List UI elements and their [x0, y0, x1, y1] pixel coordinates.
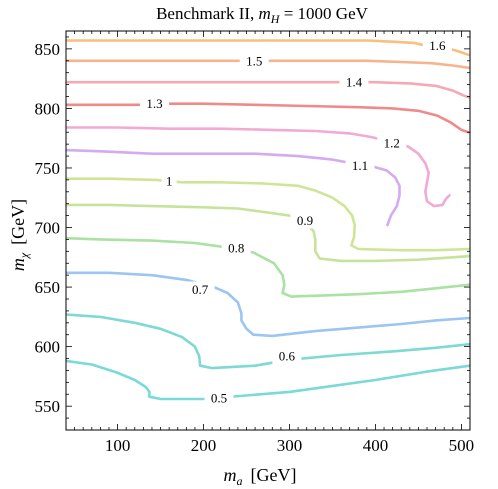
contour-line-1-4 — [66, 80, 470, 99]
contour-label-1-4: 1.4 — [346, 75, 363, 90]
contour-line-0-5 — [66, 359, 470, 401]
contour-line-1-5 — [66, 59, 470, 70]
x-tick-label: 300 — [277, 436, 303, 455]
x-axis-unit: [GeV] — [251, 465, 297, 485]
contour-line-0-7 — [66, 271, 470, 338]
x-axis-sub: a — [237, 474, 243, 488]
chart-title-var: m — [259, 4, 271, 23]
y-axis-sub: χ — [17, 252, 31, 259]
contour-label-bg-0-7 — [185, 281, 215, 298]
contour-line-0-8 — [66, 236, 470, 298]
x-tick-label: 500 — [449, 436, 475, 455]
contour-label-0-8: 0.8 — [228, 240, 244, 255]
contour-label-0-6: 0.6 — [279, 349, 296, 364]
contour-line-0-9 — [66, 203, 470, 263]
axis-ticks: 100 200 300 400 500 550 600 650 700 750 800 850 — [35, 31, 475, 455]
contour-label-1-3: 1.3 — [146, 96, 162, 111]
chart-title-suffix: = 1000 GeV — [279, 4, 368, 23]
contour-label-1-6: 1.6 — [429, 38, 446, 53]
y-tick-label: 800 — [35, 99, 61, 118]
y-tick-label: 550 — [35, 397, 61, 416]
contour-line-1-2 — [66, 126, 451, 208]
contour-lines — [66, 39, 470, 401]
contour-label-bg-1-4 — [339, 74, 369, 91]
contour-line-1 — [66, 177, 470, 252]
contour-label-bg-0-8 — [221, 239, 251, 256]
y-tick-label: 750 — [35, 159, 61, 178]
contour-label-bg-1 — [161, 173, 177, 190]
contour-label-bg-1-5 — [239, 52, 269, 69]
contour-label-bg-1-3 — [140, 95, 170, 112]
contour-label-bg-1-1 — [345, 157, 375, 174]
contour-label-0-5: 0.5 — [211, 390, 227, 405]
contour-label-1-2: 1.2 — [384, 135, 400, 150]
contour-label-0-7: 0.7 — [192, 282, 209, 297]
x-tick-label: 400 — [363, 436, 389, 455]
y-axis-label: mχ [GeV] — [8, 199, 31, 271]
y-axis-unit: [GeV] — [8, 199, 28, 245]
contour-label-1: 1 — [166, 174, 173, 189]
y-axis-var: m — [8, 258, 28, 271]
x-axis-label: ma [GeV] — [224, 465, 297, 488]
x-tick-label: 100 — [105, 436, 131, 455]
contour-label-1-5: 1.5 — [246, 53, 262, 68]
contour-label-bg-1-2 — [377, 134, 407, 151]
y-tick-label: 650 — [35, 278, 61, 297]
contour-label-bg-1-6 — [422, 37, 452, 54]
plot-frame — [65, 30, 471, 431]
contour-label-0-9: 0.9 — [297, 213, 313, 228]
chart-title-prefix: Benchmark II, — [156, 4, 258, 23]
y-tick-label: 600 — [35, 338, 61, 357]
y-tick-label: 850 — [35, 40, 61, 59]
contour-label-bg-0-9 — [290, 212, 320, 229]
x-tick-label: 200 — [191, 436, 217, 455]
chart-title: Benchmark II, mH = 1000 GeV — [156, 4, 369, 26]
contour-labels: 0.5 0.6 0.7 0.8 0.9 1 1.1 1.2 1.3 1.4 1.5 1.6 — [140, 37, 452, 406]
contour-label-bg-0-5 — [204, 389, 234, 406]
x-axis-var: m — [224, 465, 237, 485]
contour-label-1-1: 1.1 — [352, 158, 368, 173]
chart-title-sub: H — [270, 12, 281, 26]
y-tick-label: 700 — [35, 219, 61, 238]
contour-label-bg-0-6 — [272, 348, 302, 365]
contour-line-1-3 — [66, 102, 470, 134]
contour-line-1-6 — [66, 39, 470, 57]
contour-line-0-6 — [66, 313, 470, 370]
